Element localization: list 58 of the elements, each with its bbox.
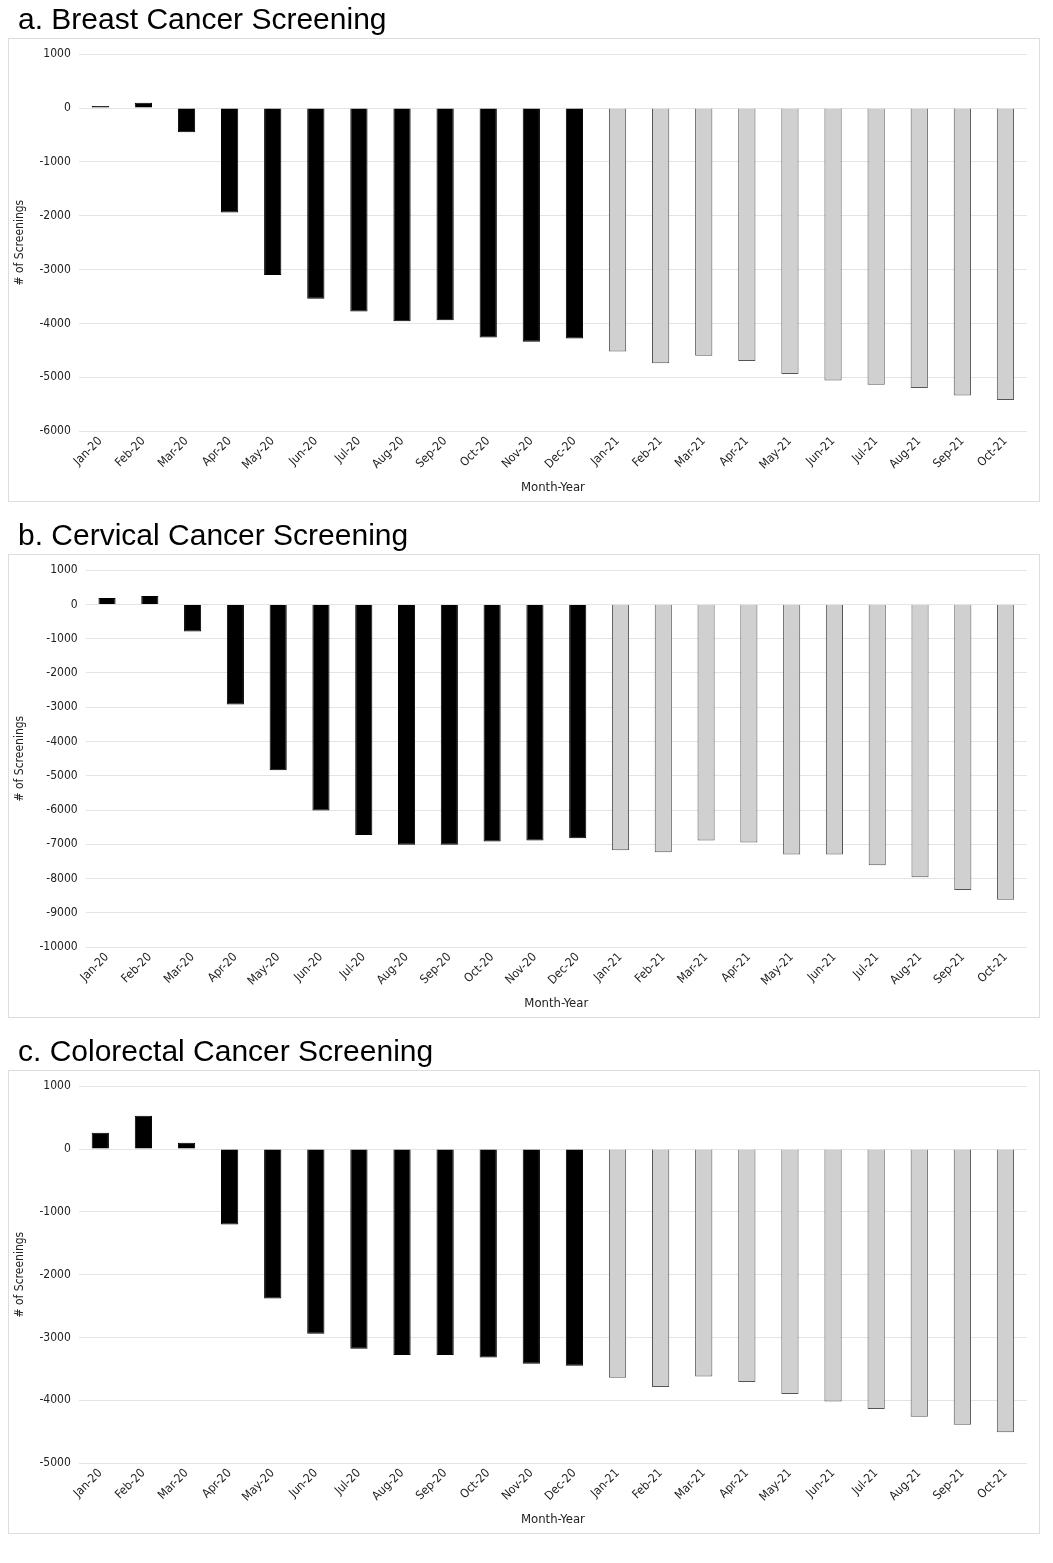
y-tick-label: 1000 [43, 46, 71, 61]
y-tick-label: -1000 [39, 1203, 71, 1218]
y-tick-label: -4000 [39, 1392, 71, 1407]
bar [184, 604, 202, 632]
bar [134, 1115, 153, 1149]
bar [264, 1149, 282, 1299]
bar [565, 1149, 584, 1366]
bar [350, 1149, 368, 1349]
x-axis-title: Month-Year [524, 994, 589, 1010]
y-tick-label: 0 [63, 1141, 71, 1156]
x-axis-title: Month-Year [520, 1510, 586, 1526]
bar [307, 1149, 325, 1334]
chart-title: c. Colorectal Cancer Screening [17, 1033, 435, 1069]
chart-title: b. Cervical Cancer Screening [17, 517, 410, 553]
y-tick-label: -2000 [46, 665, 78, 680]
bar [393, 1149, 411, 1356]
y-tick-label: -5000 [46, 767, 78, 782]
x-axis-title: Month-Year [520, 478, 586, 494]
y-tick-label: -5000 [39, 1455, 71, 1470]
y-tick-label: -4000 [39, 315, 71, 330]
bar [483, 604, 501, 842]
bar [398, 604, 416, 845]
y-tick-label: 1000 [43, 1078, 71, 1093]
bar [141, 595, 159, 604]
bar [436, 1149, 454, 1356]
chart-title: a. Breast Cancer Screening [17, 1, 388, 37]
y-tick-label: -6000 [39, 423, 71, 438]
y-tick-label: -4000 [46, 733, 78, 748]
y-tick-label: -3000 [39, 1329, 71, 1344]
y-tick-label: -6000 [46, 802, 78, 817]
bar [440, 604, 458, 845]
bar [221, 1149, 239, 1225]
y-tick-label: -5000 [39, 369, 71, 384]
y-tick-label: 0 [70, 596, 78, 611]
bar [269, 604, 287, 771]
y-axis-title: # of Screenings [12, 715, 27, 802]
bar [569, 604, 587, 839]
y-tick-label: -1000 [39, 154, 71, 169]
y-axis-title: # of Screenings [12, 199, 27, 286]
y-tick-label: 1000 [50, 562, 78, 577]
y-tick-label: -2000 [39, 1266, 71, 1281]
y-tick-label: -1000 [46, 630, 78, 645]
y-tick-label: -9000 [46, 904, 78, 919]
y-tick-label: -7000 [46, 836, 78, 851]
y-tick-label: -3000 [39, 261, 71, 276]
y-tick-label: -2000 [39, 207, 71, 222]
bar [526, 604, 544, 841]
y-tick-label: -3000 [46, 699, 78, 714]
bar [522, 1149, 540, 1364]
bar [355, 604, 373, 836]
y-tick-label: -8000 [46, 870, 78, 885]
bar [226, 604, 244, 705]
y-axis-title: # of Screenings [12, 1231, 27, 1318]
bar [312, 604, 330, 811]
y-tick-label: 0 [63, 100, 71, 115]
bar [479, 1149, 497, 1358]
bar [98, 597, 116, 604]
y-tick-label: -10000 [39, 939, 78, 954]
